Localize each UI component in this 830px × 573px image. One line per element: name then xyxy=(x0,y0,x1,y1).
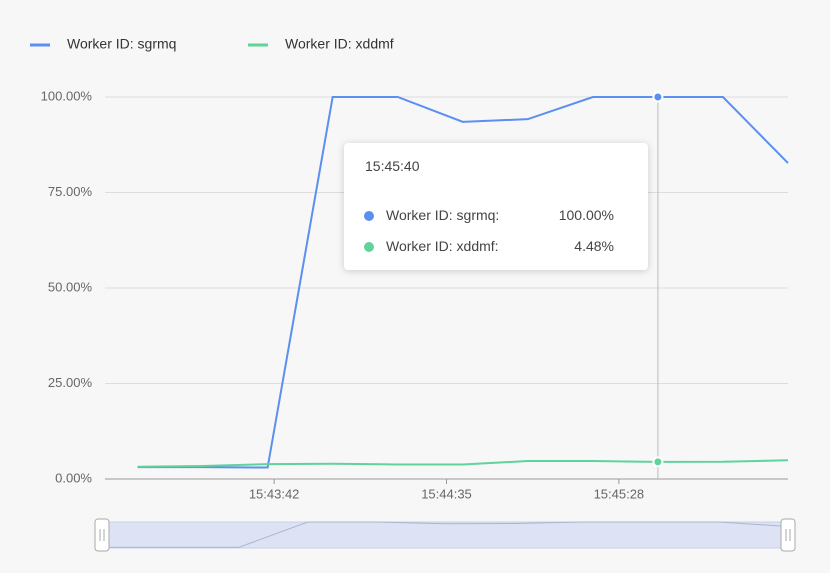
zoom-track xyxy=(101,521,789,549)
tooltip-row: Worker ID: sgrmq: 100.00% xyxy=(364,205,614,225)
x-tick-label: 15:44:35 xyxy=(421,486,472,501)
legend-label: Worker ID: xddmf xyxy=(285,36,394,52)
legend-label: Worker ID: sgrmq xyxy=(67,36,176,52)
x-tick-label: 15:45:28 xyxy=(594,486,645,501)
tooltip-row: Worker ID: xddmf: 4.48% xyxy=(364,236,614,256)
series-line xyxy=(137,459,789,468)
x-tick-label: 15:43:42 xyxy=(249,486,300,501)
tooltip-dot xyxy=(364,211,374,221)
tooltip-label: Worker ID: xddmf: xyxy=(386,238,499,254)
y-tick-label: 75.00% xyxy=(48,184,93,199)
highlight-point xyxy=(652,456,664,468)
tooltip-title: 15:45:40 xyxy=(365,158,420,174)
highlight-point xyxy=(652,91,664,103)
tooltip-value: 100.00% xyxy=(558,207,614,223)
y-tick-label: 0.00% xyxy=(55,470,92,485)
y-tick-label: 100.00% xyxy=(41,88,93,103)
series-line xyxy=(137,96,789,469)
zoom-handle[interactable] xyxy=(780,518,796,552)
y-tick-label: 25.00% xyxy=(48,375,93,390)
tooltip-value: 4.48% xyxy=(574,238,614,254)
tooltip-dot xyxy=(364,242,374,252)
y-tick-label: 50.00% xyxy=(48,279,93,294)
tooltip-label: Worker ID: sgrmq: xyxy=(386,207,500,223)
tooltip: 15:45:40 Worker ID: sgrmq: 100.00% Worke… xyxy=(344,143,648,270)
zoom-handle[interactable] xyxy=(94,518,110,552)
zoom-preview xyxy=(102,521,789,548)
